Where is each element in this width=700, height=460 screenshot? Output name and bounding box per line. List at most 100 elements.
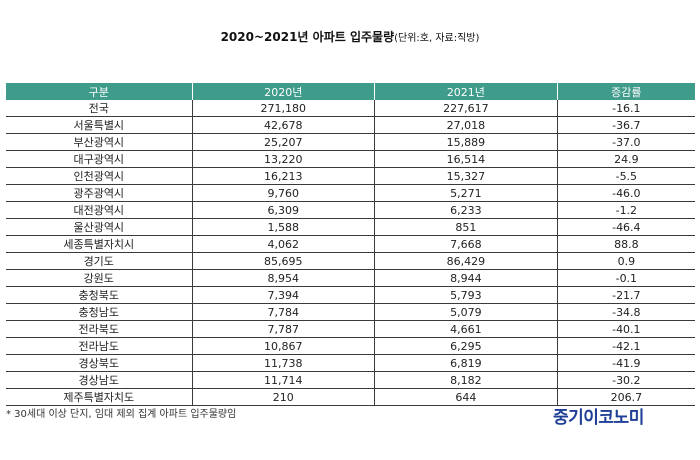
cell-change-rate: -30.2: [556, 371, 695, 389]
header-2020: 2020년: [191, 83, 375, 100]
cell-region: 서울특별시: [6, 116, 193, 134]
table-row: 충청남도 7,784 5,079 -34.8: [6, 303, 695, 321]
cell-2020: 7,394: [191, 286, 375, 304]
cell-2021: 6,819: [374, 354, 558, 372]
table-row: 울산광역시 1,588 851 -46.4: [6, 218, 695, 236]
cell-change-rate: -46.4: [556, 218, 695, 236]
cell-2021: 5,079: [374, 303, 558, 321]
table-header-row: 구분 2020년 2021년 증감률: [6, 83, 695, 100]
cell-2021: 5,793: [374, 286, 558, 304]
cell-2020: 271,180: [191, 100, 375, 117]
cell-2021: 6,295: [374, 337, 558, 355]
cell-2020: 42,678: [191, 116, 375, 134]
header-2021: 2021년: [374, 83, 558, 100]
cell-change-rate: 24.9: [556, 150, 695, 168]
table-row: 세종특별자치시 4,062 7,668 88.8: [6, 235, 695, 253]
table-row: 대구광역시 13,220 16,514 24.9: [6, 150, 695, 168]
table-row: 충청북도 7,394 5,793 -21.7: [6, 286, 695, 304]
title-sub: (단위:호, 자료:직방): [394, 33, 480, 44]
cell-region: 경상북도: [6, 354, 193, 372]
cell-change-rate: 206.7: [556, 388, 695, 406]
cell-2021: 7,668: [374, 235, 558, 253]
cell-2020: 16,213: [191, 167, 375, 185]
cell-change-rate: -0.1: [556, 269, 695, 287]
cell-2021: 851: [374, 218, 558, 236]
cell-2021: 15,889: [374, 133, 558, 151]
cell-region: 인천광역시: [6, 167, 193, 185]
cell-region: 전국: [6, 100, 193, 117]
table-row: 전라남도 10,867 6,295 -42.1: [6, 337, 695, 355]
cell-change-rate: -36.7: [556, 116, 695, 134]
cell-2021: 16,514: [374, 150, 558, 168]
table-row: 광주광역시 9,760 5,271 -46.0: [6, 184, 695, 202]
table-body: 전국 271,180 227,617 -16.1 서울특별시 42,678 27,018 -3…: [6, 100, 695, 406]
cell-2020: 11,738: [191, 354, 375, 372]
table-row: 경상남도 11,714 8,182 -30.2: [6, 371, 695, 389]
cell-2020: 6,309: [191, 201, 375, 219]
cell-2020: 9,760: [191, 184, 375, 202]
cell-2021: 27,018: [374, 116, 558, 134]
cell-2020: 10,867: [191, 337, 375, 355]
cell-2020: 7,787: [191, 320, 375, 338]
cell-2021: 15,327: [374, 167, 558, 185]
cell-change-rate: -1.2: [556, 201, 695, 219]
cell-region: 전라남도: [6, 337, 193, 355]
table-row: 전국 271,180 227,617 -16.1: [6, 100, 695, 117]
cell-region: 대구광역시: [6, 150, 193, 168]
cell-2021: 5,271: [374, 184, 558, 202]
cell-2020: 13,220: [191, 150, 375, 168]
cell-2020: 85,695: [191, 252, 375, 270]
cell-2021: 644: [374, 388, 558, 406]
cell-change-rate: 88.8: [556, 235, 695, 253]
title-main: 2020~2021년 아파트 입주물량: [220, 30, 395, 44]
cell-2021: 8,944: [374, 269, 558, 287]
cell-2020: 1,588: [191, 218, 375, 236]
brand-logo-text: 중기이코노미: [553, 408, 644, 428]
cell-change-rate: 0.9: [556, 252, 695, 270]
table-row: 전라북도 7,787 4,661 -40.1: [6, 320, 695, 338]
cell-change-rate: -37.0: [556, 133, 695, 151]
cell-region: 전라북도: [6, 320, 193, 338]
footnote: * 30세대 이상 단지, 임대 제외 집계 아파트 입주물량임: [6, 409, 237, 420]
cell-2021: 227,617: [374, 100, 558, 117]
cell-2020: 11,714: [191, 371, 375, 389]
cell-2021: 86,429: [374, 252, 558, 270]
cell-region: 충청남도: [6, 303, 193, 321]
cell-2020: 4,062: [191, 235, 375, 253]
housing-supply-table: 구분 2020년 2021년 증감률 전국 271,180 227,617 -16.1…: [6, 83, 695, 406]
table-row: 서울특별시 42,678 27,018 -36.7: [6, 116, 695, 134]
cell-change-rate: -34.8: [556, 303, 695, 321]
header-category: 구분: [6, 83, 193, 100]
cell-change-rate: -46.0: [556, 184, 695, 202]
cell-change-rate: -41.9: [556, 354, 695, 372]
data-table-container: 구분 2020년 2021년 증감률 전국 271,180 227,617 -16.1…: [6, 83, 695, 406]
cell-2021: 4,661: [374, 320, 558, 338]
cell-change-rate: -5.5: [556, 167, 695, 185]
cell-region: 부산광역시: [6, 133, 193, 151]
cell-region: 강원도: [6, 269, 193, 287]
table-row: 인천광역시 16,213 15,327 -5.5: [6, 167, 695, 185]
cell-change-rate: -42.1: [556, 337, 695, 355]
cell-region: 광주광역시: [6, 184, 193, 202]
cell-region: 경기도: [6, 252, 193, 270]
cell-region: 울산광역시: [6, 218, 193, 236]
cell-change-rate: -16.1: [556, 100, 695, 117]
cell-2021: 8,182: [374, 371, 558, 389]
cell-2021: 6,233: [374, 201, 558, 219]
page-title: 2020~2021년 아파트 입주물량(단위:호, 자료:직방): [0, 28, 700, 45]
cell-2020: 25,207: [191, 133, 375, 151]
header-change-rate: 증감률: [556, 83, 695, 100]
cell-region: 대전광역시: [6, 201, 193, 219]
cell-change-rate: -21.7: [556, 286, 695, 304]
cell-change-rate: -40.1: [556, 320, 695, 338]
table-row: 대전광역시 6,309 6,233 -1.2: [6, 201, 695, 219]
table-row: 경상북도 11,738 6,819 -41.9: [6, 354, 695, 372]
cell-2020: 7,784: [191, 303, 375, 321]
table-row: 강원도 8,954 8,944 -0.1: [6, 269, 695, 287]
cell-region: 제주특별자치도: [6, 388, 193, 406]
cell-region: 경상남도: [6, 371, 193, 389]
table-row: 부산광역시 25,207 15,889 -37.0: [6, 133, 695, 151]
cell-region: 세종특별자치시: [6, 235, 193, 253]
cell-region: 충청북도: [6, 286, 193, 304]
cell-2020: 8,954: [191, 269, 375, 287]
